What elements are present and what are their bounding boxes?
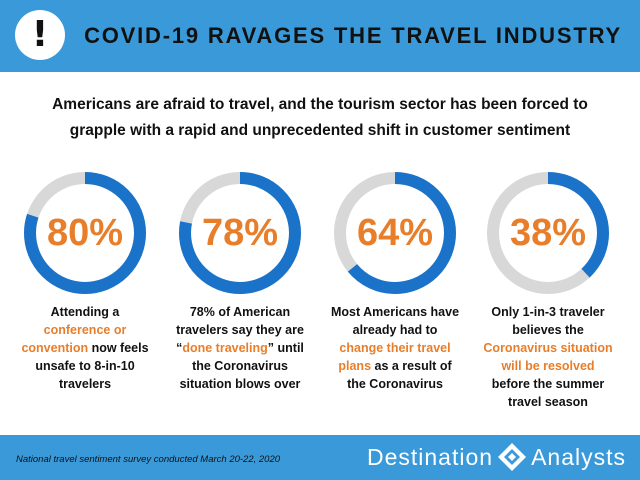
stat-description: Only 1-in-3 traveler believes the Corona… [483, 303, 613, 411]
stat-card: 64% Most Americans have already had to c… [325, 170, 465, 410]
stat-card: 78% 78% of American travelers say they a… [170, 170, 310, 410]
brand-logo: Destination Analysts [367, 441, 626, 473]
brand-name-left: Destination [366, 443, 494, 470]
highlight-text: conference or convention [21, 323, 127, 355]
stat-value: 64% [356, 212, 434, 254]
description-segment: 78% of American travelers say they are “ [176, 305, 304, 355]
page-title: COVID-19 RAVAGES THE TRAVEL INDUSTRY [84, 23, 622, 48]
description-segment: Attending a [50, 305, 120, 319]
ring-progress-arc [179, 172, 301, 294]
highlight-text: change their travel plans [338, 341, 451, 373]
progress-ring [487, 172, 609, 294]
stat-value: 38% [509, 212, 587, 254]
highlight-text: Coronavirus situation will be resolved [483, 341, 613, 373]
description-segment: as a result of the Coronavirus [347, 359, 452, 391]
ring-progress-arc [24, 172, 146, 294]
compass-diamond-icon [498, 443, 527, 471]
progress-ring [24, 172, 146, 294]
header-bar: ! COVID-19 RAVAGES THE TRAVEL INDUSTRY [0, 0, 640, 72]
exclamation-icon: ! [15, 10, 65, 60]
stat-description: Attending a conference or convention now… [20, 303, 150, 393]
intro-text: Americans are afraid to travel, and the … [52, 96, 588, 139]
ring-progress-arc [334, 172, 456, 294]
highlight-text: done traveling [182, 341, 268, 355]
progress-ring [179, 172, 301, 294]
stat-description: Most Americans have already had to chang… [330, 303, 460, 393]
description-segment: Most Americans have already had to [330, 305, 460, 337]
description-segment: now feels unsafe to 8-in-10 travelers [35, 341, 149, 391]
description-segment: Only 1-in-3 traveler believes the [491, 305, 605, 337]
stat-card: 80% Attending a conference or convention… [15, 170, 155, 410]
brand-name-right: Analysts [531, 443, 626, 470]
stat-card: 38% Only 1-in-3 traveler believes the Co… [478, 170, 618, 410]
progress-ring [334, 172, 456, 294]
footer-bar: National travel sentiment survey conduct… [0, 435, 640, 480]
description-segment: before the summer travel season [491, 377, 605, 409]
stat-value: 78% [201, 212, 279, 254]
survey-footnote: National travel sentiment survey conduct… [16, 454, 281, 465]
description-segment: ” until the Coronavirus situation blows … [179, 341, 304, 391]
stat-description: 78% of American travelers say they are “… [175, 303, 305, 393]
alert-glyph: ! [31, 14, 49, 55]
ring-progress-arc [487, 172, 609, 294]
stat-value: 80% [46, 212, 124, 254]
